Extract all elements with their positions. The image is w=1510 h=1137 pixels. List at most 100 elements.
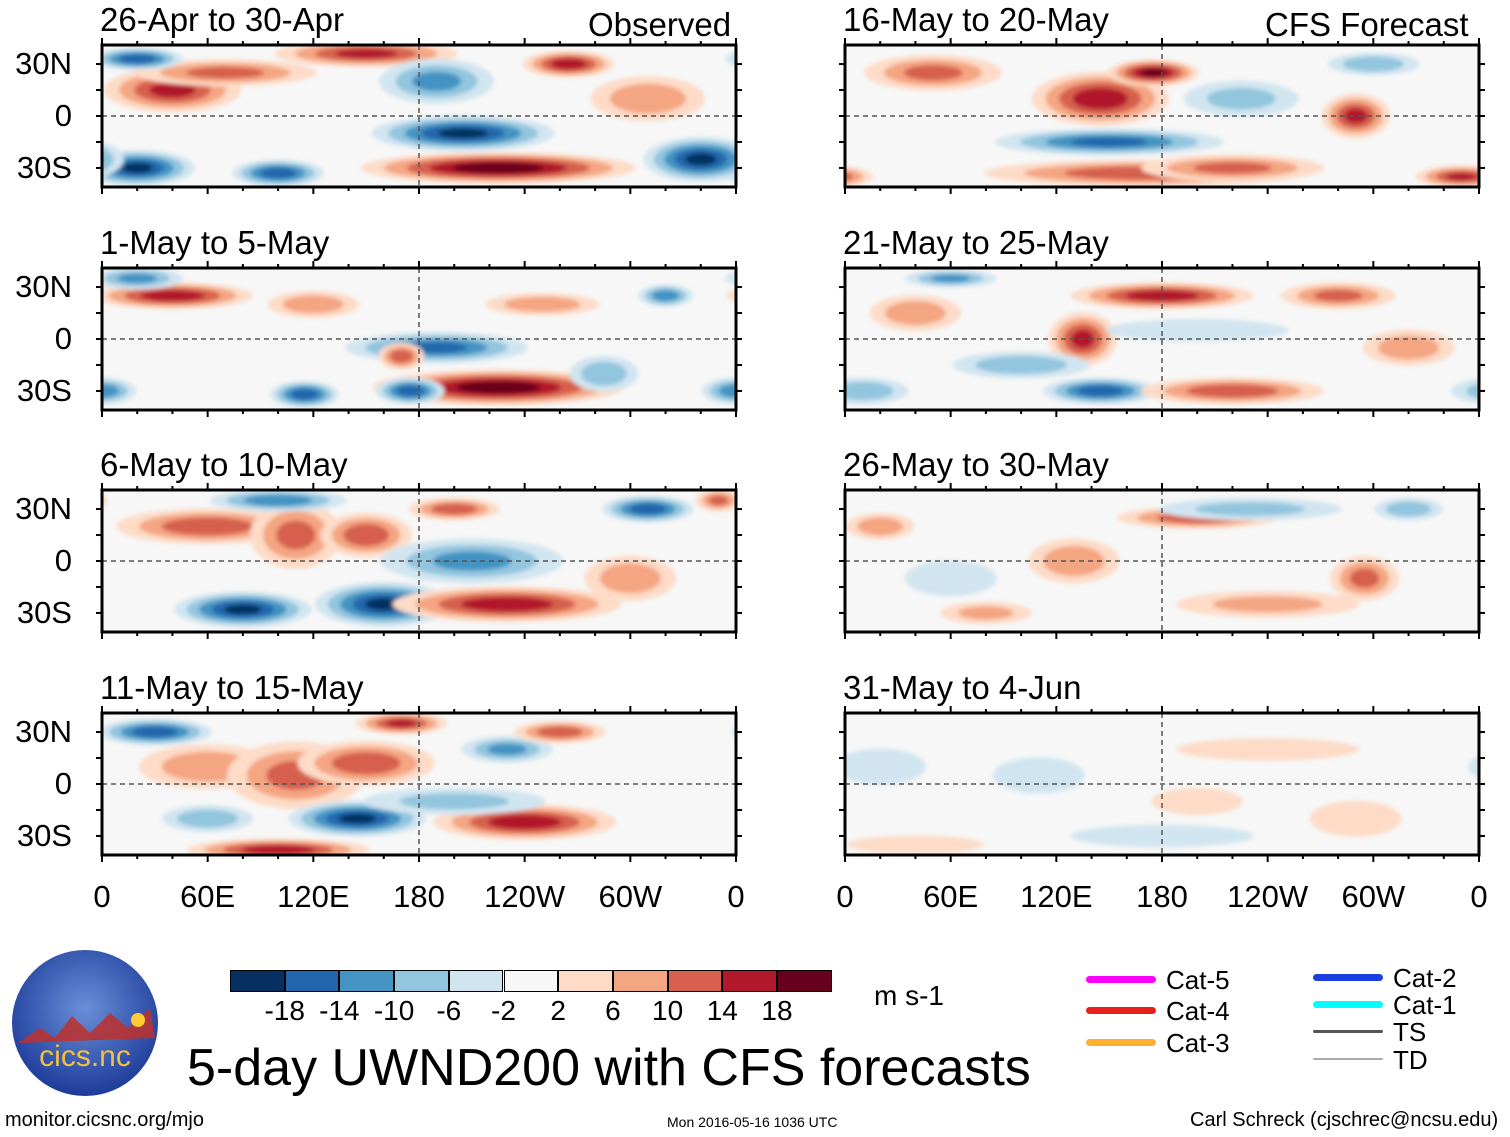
- panel-map: [839, 261, 1485, 417]
- lat-tick-label: 30S: [16, 594, 72, 630]
- panel-title: 31-May to 4-Jun: [843, 669, 1082, 706]
- lon-tick-label: 180: [1136, 879, 1188, 914]
- lon-tick-label: 0: [1470, 879, 1488, 914]
- legend-label: Cat-1: [1393, 990, 1457, 1020]
- anomaly-blob: [569, 355, 639, 392]
- anomaly-blob: [1280, 282, 1396, 310]
- anomaly-blob: [161, 805, 254, 833]
- anomaly-blob: [297, 740, 435, 786]
- anomaly-blob: [371, 115, 555, 152]
- anomaly-blob: [267, 290, 360, 318]
- lon-tick-label: 60E: [180, 879, 236, 914]
- lon-tick-label: 60W: [1341, 879, 1406, 914]
- colorbar-swatch: [503, 970, 559, 992]
- legend-swatch-cat-2: [1313, 973, 1383, 981]
- panel-map: [839, 483, 1485, 639]
- colorbar-tick-label: -14: [319, 995, 360, 1026]
- anomaly-blob: [940, 601, 1032, 625]
- anomaly-blob: [904, 269, 997, 288]
- anomaly-blob: [1043, 377, 1158, 405]
- anomaly-blob: [355, 713, 448, 735]
- lat-tick-label: 30N: [15, 714, 72, 750]
- anomaly-blob: [485, 293, 600, 316]
- anomaly-blob: [1330, 555, 1399, 601]
- anomaly-blob: [864, 54, 1002, 91]
- colorbar-tick-label: 6: [605, 995, 621, 1026]
- lat-tick-label: 30N: [15, 46, 72, 82]
- lon-tick-label: 120E: [277, 879, 350, 914]
- anomaly-blob: [845, 512, 915, 540]
- footer-timestamp: Mon 2016-05-16 1036 UTC: [667, 1114, 838, 1130]
- panel-title: 1-May to 5-May: [100, 224, 330, 261]
- colorbar-swatch: [558, 970, 613, 992]
- lon-tick-label: 60W: [598, 879, 663, 914]
- legend-label: Cat-4: [1166, 996, 1230, 1026]
- anomaly-blob: [362, 787, 546, 815]
- anomaly-blob: [186, 838, 370, 855]
- anomaly-blob: [133, 59, 317, 87]
- footer-url[interactable]: monitor.cicsnc.org/mjo: [5, 1109, 204, 1131]
- lon-tick-label: 60E: [923, 879, 979, 914]
- colorbar-swatch: [284, 970, 340, 992]
- anomaly-blob: [1176, 590, 1360, 618]
- colorbar-tick-label: -10: [373, 995, 415, 1026]
- panel-map: [839, 706, 1485, 862]
- panel-map: [96, 261, 742, 417]
- legend-label: TS: [1393, 1017, 1427, 1047]
- anomaly-blob: [320, 512, 412, 558]
- lat-tick-label: 30N: [15, 269, 72, 305]
- anomaly-blob: [461, 735, 553, 763]
- anomaly-blob: [270, 380, 339, 408]
- colorbar-swatch: [230, 970, 285, 992]
- legend-label: Cat-2: [1393, 963, 1457, 993]
- anomaly-blob: [232, 159, 324, 187]
- anomaly-blob: [994, 128, 1224, 156]
- cics-logo: cics.nc: [12, 950, 158, 1096]
- legend-label: Cat-3: [1166, 1028, 1230, 1058]
- legend-swatch-td: [1313, 1058, 1383, 1060]
- forecast-column-label: CFS Forecast: [1265, 6, 1469, 43]
- lat-tick-label: 30S: [16, 149, 72, 185]
- panel-title: 11-May to 15-May: [100, 669, 364, 706]
- anomaly-blob: [375, 377, 445, 405]
- legend-swatch-ts: [1313, 1029, 1383, 1033]
- lat-tick-label: 0: [54, 321, 72, 356]
- anomaly-blob: [288, 800, 427, 837]
- anomaly-blob: [514, 720, 606, 744]
- anomaly-blob: [1107, 59, 1199, 87]
- anomaly-blob: [102, 490, 736, 512]
- anomaly-blob: [360, 152, 636, 184]
- anomaly-blob: [1140, 377, 1325, 405]
- panel-title: 26-Apr to 30-Apr: [100, 1, 344, 38]
- lat-tick-label: 0: [54, 543, 72, 578]
- legend-label: TD: [1393, 1045, 1428, 1075]
- panel-title: 16-May to 20-May: [843, 1, 1109, 38]
- anomaly-blob: [1105, 319, 1289, 342]
- anomaly-blob: [590, 76, 706, 122]
- lon-tick-label: 120W: [484, 879, 566, 914]
- anomaly-blob: [638, 284, 694, 307]
- anomaly-blob: [1184, 80, 1299, 117]
- lat-tick-label: 30S: [16, 372, 72, 408]
- legend-swatch-cat-3: [1086, 1038, 1156, 1046]
- colorbar-swatch: [777, 970, 832, 992]
- anomaly-blob: [102, 47, 736, 71]
- lon-tick-label: 0: [836, 879, 854, 914]
- lat-tick-label: 30N: [15, 491, 72, 527]
- colorbar-tick-label: 10: [652, 995, 684, 1026]
- svg-text:cics.nc: cics.nc: [39, 1040, 131, 1073]
- colorbar-tick-label: -6: [436, 995, 462, 1026]
- anomaly-blob: [209, 490, 347, 512]
- anomaly-blob: [602, 495, 694, 523]
- colorbar-swatch: [667, 970, 723, 992]
- panel-title: 6-May to 10-May: [100, 446, 348, 483]
- legend-swatch-cat-1: [1313, 1000, 1383, 1008]
- anomaly-blob: [1031, 71, 1170, 126]
- colorbar-tick-label: 14: [706, 995, 738, 1026]
- figure-title: 5-day UWND200 with CFS forecasts: [187, 1039, 1031, 1097]
- colorbar-tick-label: -2: [491, 995, 516, 1026]
- anomaly-blob: [869, 295, 962, 332]
- anomaly-blob: [249, 501, 342, 569]
- panel-title: 26-May to 30-May: [843, 446, 1109, 483]
- legend-swatch-cat-5: [1086, 975, 1156, 983]
